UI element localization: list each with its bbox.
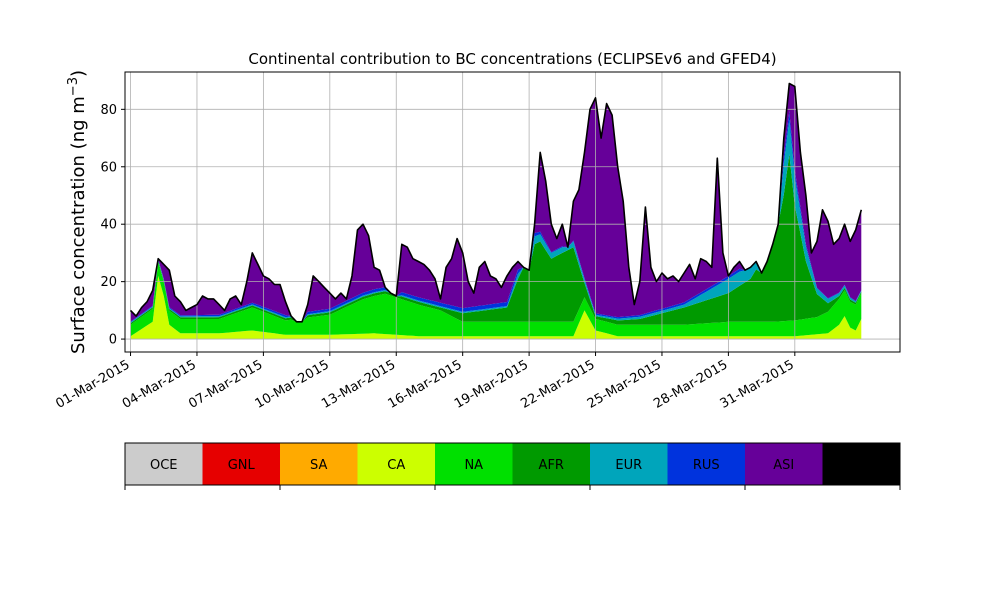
y-axis-ticks: 0 20 40 60 80 <box>100 103 125 348</box>
legend-swatch-ca <box>357 443 436 485</box>
y-axis-label-exponent: −3 <box>66 77 81 96</box>
legend-frame <box>124 442 901 486</box>
legend-swatch-oce <box>125 443 203 485</box>
chart-title: Continental contribution to BC concentra… <box>248 50 776 68</box>
y-axis-label: Surface concentration (ng m−3) <box>66 70 89 354</box>
legend-swatch-eur <box>590 443 668 485</box>
legend-label-sa: SA <box>310 458 327 473</box>
y-axis-label-main: Surface concentration (ng m <box>68 96 89 354</box>
axes-frame <box>124 71 901 353</box>
y-tick-label: 0 <box>109 333 117 348</box>
legend-label-na: NA <box>464 458 483 473</box>
legend-label-afr: AFR <box>539 458 564 473</box>
y-tick-label: 40 <box>100 218 117 233</box>
legend-label-oce: OCE <box>150 458 178 473</box>
y-tick-label: 80 <box>100 103 117 118</box>
legend-swatch-afr <box>512 443 591 485</box>
legend-label-asi: ASI <box>773 458 794 473</box>
y-axis-label-close: ) <box>68 70 89 77</box>
legend-swatch-rus <box>667 443 746 485</box>
region-color-legend: OCE GNL SA CA NA AFR EUR RUS ASI AUS <box>124 442 901 490</box>
y-tick-label: 20 <box>100 275 117 290</box>
grid-lines <box>125 72 900 352</box>
area-na <box>130 262 862 337</box>
legend-swatch-asi <box>745 443 823 485</box>
legend-label-gnl: GNL <box>228 458 256 473</box>
area-eur <box>130 119 862 324</box>
legend-label-aus: AUS <box>848 458 875 473</box>
legend-swatch-aus <box>822 443 901 485</box>
legend-swatch-gnl <box>202 443 281 485</box>
area-afr <box>130 154 862 325</box>
legend-swatch-na <box>435 443 513 485</box>
legend-swatch-sa <box>280 443 358 485</box>
total-concentration-line <box>129 82 863 323</box>
legend-label-rus: RUS <box>693 458 720 473</box>
legend-label-ca: CA <box>387 458 405 473</box>
y-tick-label: 60 <box>100 160 117 175</box>
legend-label-eur: EUR <box>615 458 642 473</box>
